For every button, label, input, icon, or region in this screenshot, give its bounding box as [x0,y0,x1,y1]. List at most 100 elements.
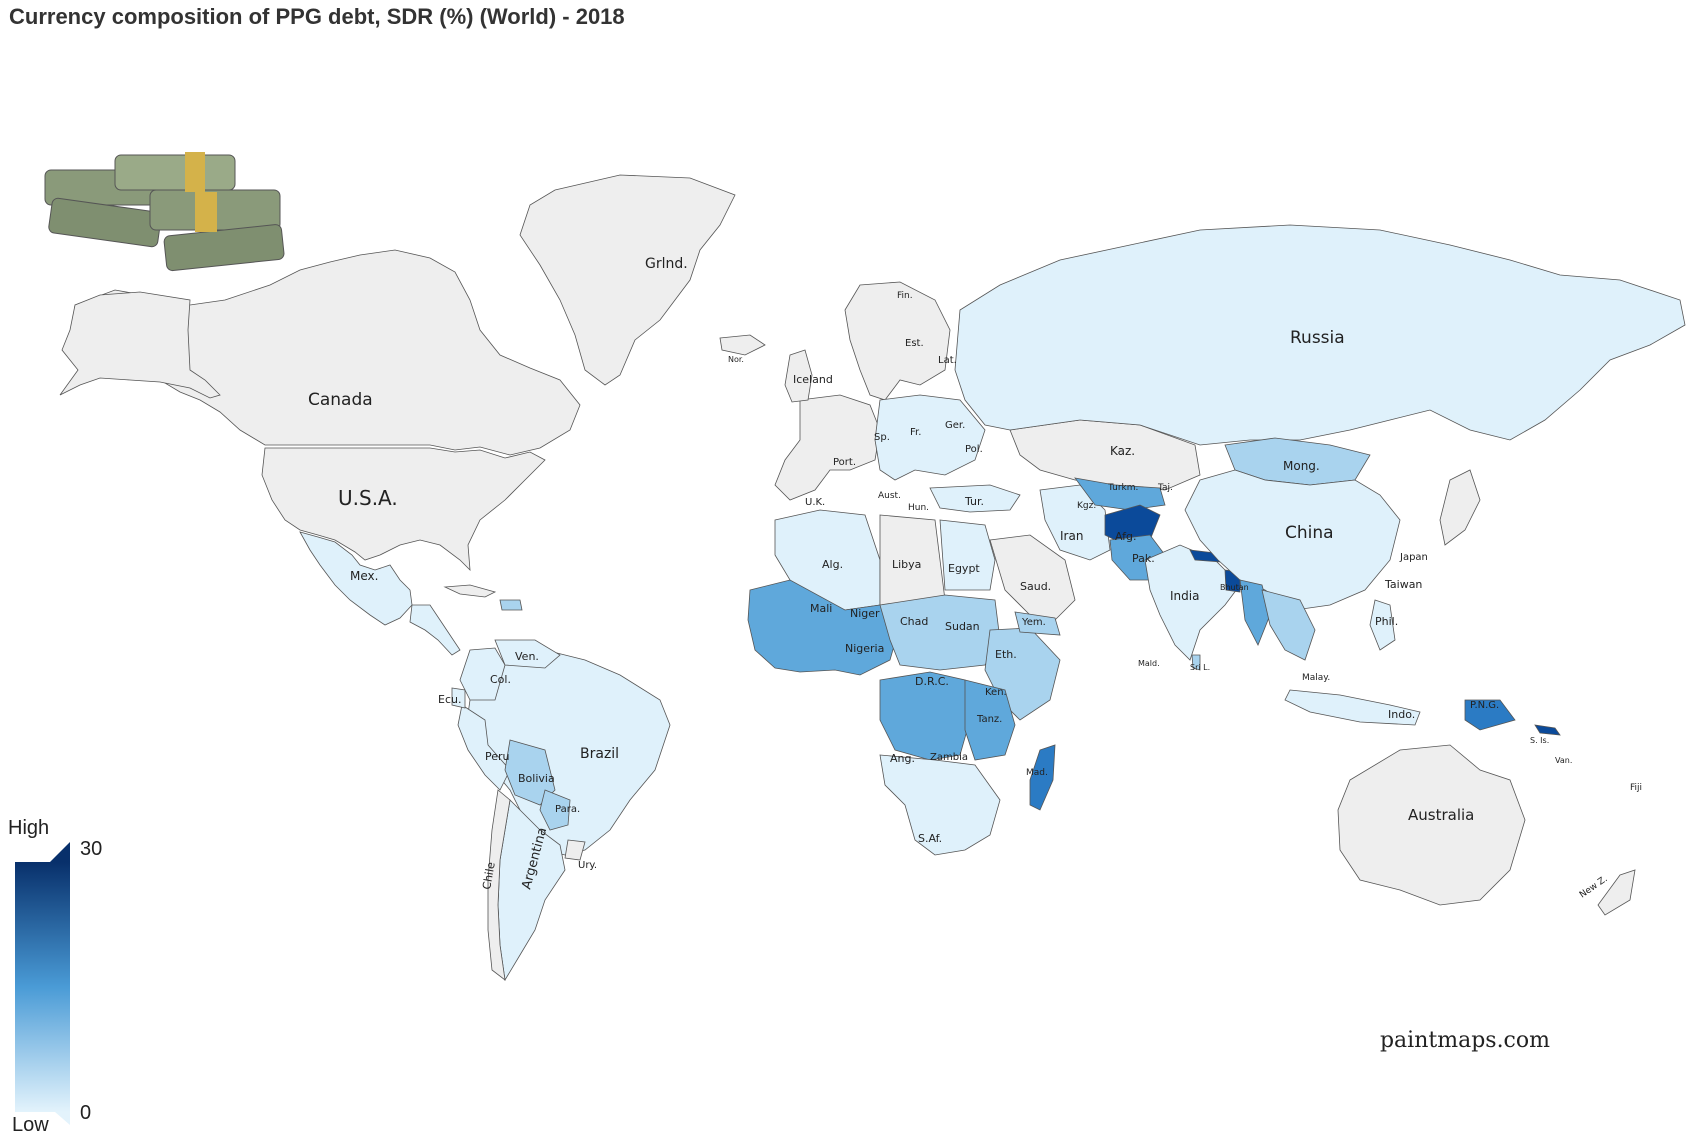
label-turkmenistan: Kgz. [1077,501,1096,511]
country-yemen[interactable] [1014,611,1061,636]
label-indonesia: Indo. [1388,708,1415,721]
label-tanzania: Tanz. [976,714,1002,725]
country-central-america[interactable] [409,604,461,656]
label-uruguay: Ury. [578,860,597,871]
label-spain: U.K. [805,497,825,508]
country-uk[interactable] [784,349,813,403]
oceania [1337,744,1636,916]
label-australia: Australia [1408,806,1474,824]
label-russia: Russia [1290,328,1345,348]
legend-low-marker [55,1112,70,1125]
label-france: Port. [833,457,856,468]
label-sri-lanka: Sri L. [1190,663,1210,672]
asia [954,224,1686,736]
country-saudi-arabia[interactable] [989,534,1076,621]
label-brazil: Brazil [580,746,619,762]
label-philippines: Phil. [1375,615,1398,628]
country-china[interactable] [1184,469,1401,611]
label-kyrgyzstan: Taj. [1157,483,1173,493]
watermark: paintmaps.com [1379,1028,1550,1053]
country-alaska[interactable] [59,291,221,399]
africa [747,509,1061,856]
label-kenya: Ken. [985,687,1007,698]
label-pakistan: Pak. [1132,552,1155,565]
label-germany: Sp. [874,432,890,443]
label-afghanistan: Afg. [1115,530,1136,543]
legend-low-label: Low [12,1114,49,1136]
label-belarus: Ger. [945,420,965,431]
country-russia[interactable] [954,224,1686,446]
label-mexico: Mex. [350,569,378,583]
country-turkey[interactable] [929,484,1021,513]
label-png: P.N.G. [1470,700,1499,711]
country-canada[interactable] [69,249,581,456]
label-norway: Fin. [897,291,913,301]
region-southeast-asia[interactable] [1261,589,1316,661]
country-egypt[interactable] [939,519,996,591]
label-solomon-is: S. Is. [1530,736,1549,745]
country-usa[interactable] [261,447,546,572]
region-eastern-europe[interactable] [874,394,986,481]
country-mexico[interactable] [299,531,413,626]
label-ecuador: Ecu. [438,693,461,706]
page-title: Currency composition of PPG debt, SDR (%… [9,4,625,29]
label-chad: Chad [900,615,928,628]
label-egypt: Egypt [948,562,980,575]
label-venezuela: Ven. [515,650,539,663]
country-chile[interactable] [487,789,511,981]
country-iceland[interactable] [719,334,766,356]
legend-min-value: 0 [80,1102,92,1124]
label-kazakhstan: Kaz. [1110,444,1135,458]
label-malaysia: Malay. [1302,673,1330,683]
country-japan[interactable] [1439,469,1481,546]
label-ukraine: Pol. [965,444,983,455]
country-myanmar[interactable] [1239,579,1271,646]
label-yemen: Yem. [1021,617,1046,628]
label-sudan: Sudan [945,620,980,633]
country-uruguay[interactable] [564,839,586,861]
country-venezuela[interactable] [494,639,561,669]
label-canada: Canada [308,390,373,410]
country-png[interactable] [1464,699,1516,731]
country-cuba[interactable] [443,584,497,598]
label-iran: Iran [1060,529,1083,543]
label-paraguay: Para. [555,804,580,815]
country-drc[interactable] [879,671,971,761]
country-indonesia[interactable] [1284,689,1421,726]
legend-gradient-bar [15,862,70,1112]
label-greenland: Grlnd. [645,256,688,272]
country-peru[interactable] [457,704,511,791]
country-new-zealand[interactable] [1597,869,1636,916]
country-solomon-is[interactable] [1534,724,1561,736]
country-colombia[interactable] [459,647,506,701]
label-chile: Chile [480,861,498,891]
country-madagascar[interactable] [1029,744,1056,811]
label-niger: Niger [850,607,880,620]
country-bolivia[interactable] [504,739,556,806]
region-southern-africa[interactable] [879,754,1001,856]
label-china: China [1285,523,1334,543]
region-western-europe[interactable] [774,394,881,501]
country-paraguay[interactable] [539,789,571,831]
country-haiti-dr[interactable] [499,599,523,611]
country-greenland[interactable] [519,174,736,386]
label-italy: Aust. [878,491,901,501]
europe [719,281,1021,513]
money-stack-icon [44,152,285,272]
south-america [451,639,671,982]
label-india: India [1170,589,1199,603]
country-ecuador[interactable] [451,687,466,709]
country-central-asia[interactable] [1074,477,1166,511]
country-tanzania-kenya[interactable] [964,679,1016,761]
region-scandinavia[interactable] [844,281,951,401]
country-philippines[interactable] [1369,599,1396,651]
label-algeria: Alg. [822,558,843,571]
country-australia[interactable] [1337,744,1526,906]
label-angola: Ang. [890,752,915,765]
region-west-africa[interactable] [747,579,901,676]
label-madagascar: Mad. [1026,768,1048,778]
country-sri-lanka[interactable] [1191,654,1201,671]
country-chad-sudan[interactable] [879,594,1001,671]
label-iceland: Nor. [728,355,744,364]
